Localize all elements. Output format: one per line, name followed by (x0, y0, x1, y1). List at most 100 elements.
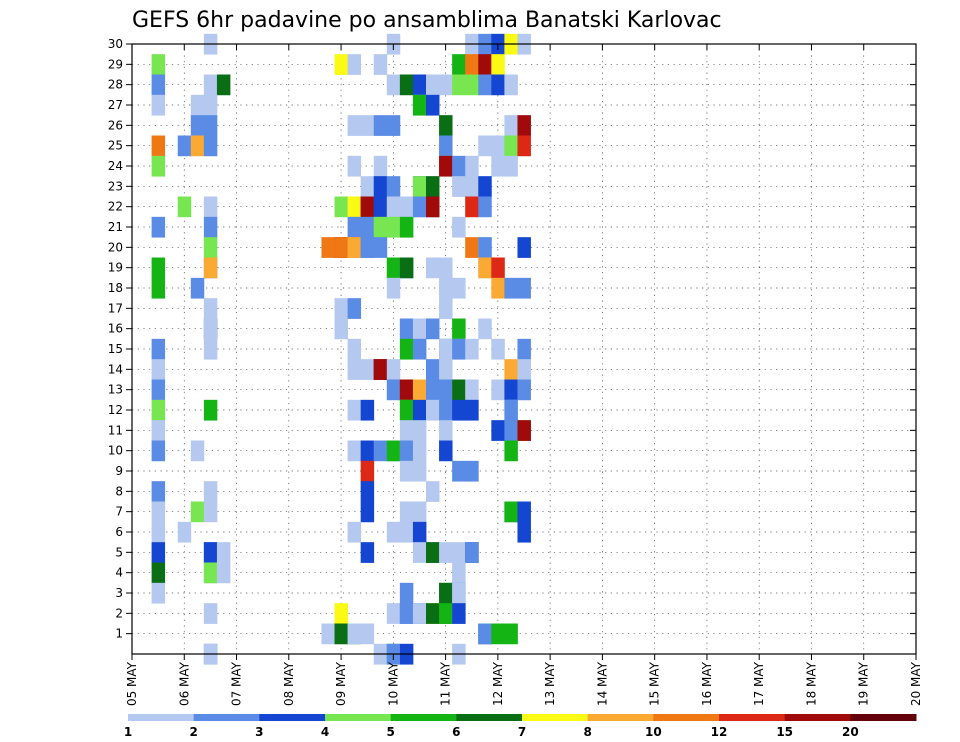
precip-cell (478, 237, 492, 258)
precip-cell (452, 603, 466, 624)
precip-cell (465, 74, 479, 96)
x-tick-label: 05 MAY (125, 661, 139, 706)
precip-cell (190, 440, 205, 462)
precip-cell (491, 623, 505, 645)
precip-cell (386, 379, 401, 401)
y-tick-label: 25 (108, 139, 123, 153)
y-tick-label: 21 (108, 220, 123, 234)
precip-cell (426, 176, 440, 197)
precip-cell (439, 603, 453, 624)
y-tick-label: 3 (115, 586, 123, 600)
precip-cell (203, 257, 218, 279)
precip-cell (465, 54, 479, 75)
precip-cell (439, 257, 453, 279)
precip-cell (347, 521, 362, 543)
precip-cell (151, 440, 166, 462)
precip-cell (504, 399, 518, 421)
legend-label: 1 (124, 725, 132, 739)
precip-cell (439, 379, 453, 401)
precip-cell (491, 135, 505, 157)
precip-cell (412, 74, 427, 96)
precip-cell (151, 74, 166, 96)
precip-cell (491, 338, 505, 360)
precip-cell (386, 196, 401, 218)
precip-cell (439, 359, 453, 380)
precip-cell (360, 216, 375, 238)
precip-cell (412, 521, 427, 543)
precip-cell (203, 298, 218, 319)
precip-cell (517, 501, 531, 523)
precip-cell (452, 176, 466, 197)
precip-cell (452, 155, 466, 177)
precip-cell (360, 481, 375, 502)
precip-cell (478, 623, 492, 645)
precip-cell (517, 338, 531, 360)
precip-cell (491, 74, 505, 96)
precip-cell (412, 603, 427, 624)
precip-cell (465, 399, 479, 421)
precip-cell (373, 196, 388, 218)
x-tick-label: 15 MAY (648, 661, 662, 706)
precip-cell (517, 420, 531, 441)
precip-cell (426, 379, 440, 401)
x-tick-label: 07 MAY (230, 661, 244, 706)
legend-swatch (128, 714, 195, 721)
precip-cell (360, 196, 375, 218)
precip-cell (203, 603, 218, 624)
legend-swatch (325, 714, 392, 721)
precip-cell (216, 542, 231, 563)
precip-cell (517, 237, 531, 258)
precip-cell (334, 318, 348, 340)
precip-cell (334, 298, 348, 319)
precip-cell (190, 94, 205, 116)
y-tick-label: 5 (115, 545, 123, 559)
precip-cell (151, 562, 166, 584)
legend-swatch (850, 714, 917, 721)
precip-cell (386, 74, 401, 96)
precip-cell (347, 216, 362, 238)
precip-cell (426, 603, 440, 624)
legend-label: 4 (321, 725, 329, 739)
precip-cell (478, 257, 492, 279)
y-tick-label: 19 (108, 261, 123, 275)
y-tick-label: 20 (108, 240, 123, 254)
precip-cell (439, 338, 453, 360)
precip-cell (491, 54, 505, 75)
precip-cell (478, 318, 492, 340)
precip-cell (399, 74, 414, 96)
precip-cell (452, 399, 466, 421)
precip-cell (439, 74, 453, 96)
precip-cell (412, 460, 427, 482)
precip-cell (360, 237, 375, 258)
precip-cell (504, 155, 518, 177)
y-tick-label: 7 (115, 505, 123, 519)
precip-cell (190, 501, 205, 523)
precip-cell (190, 135, 205, 157)
legend-label: 6 (452, 725, 460, 739)
precip-cell (452, 216, 466, 238)
precip-cell (452, 562, 466, 584)
precip-cell (203, 481, 218, 502)
precip-cell (216, 562, 231, 584)
precip-cell (478, 196, 492, 218)
precip-cell (412, 542, 427, 563)
precip-cell (203, 237, 218, 258)
precip-cell (426, 318, 440, 340)
y-tick-label: 13 (108, 383, 123, 397)
legend-label: 7 (518, 725, 526, 739)
precip-cell (517, 359, 531, 380)
legend-label: 8 (583, 725, 591, 739)
precip-cell (373, 359, 388, 380)
precip-cell (373, 216, 388, 238)
precip-cell (216, 74, 231, 96)
legend-swatch (390, 714, 457, 721)
precip-cell (386, 603, 401, 624)
precip-cell (386, 257, 401, 279)
y-tick-label: 23 (108, 179, 123, 193)
precip-cell (203, 94, 218, 116)
precip-cell (347, 196, 362, 218)
precip-cell (203, 399, 218, 421)
precip-cell (151, 155, 166, 177)
legend-swatch (456, 714, 523, 721)
precip-cell (412, 94, 427, 116)
